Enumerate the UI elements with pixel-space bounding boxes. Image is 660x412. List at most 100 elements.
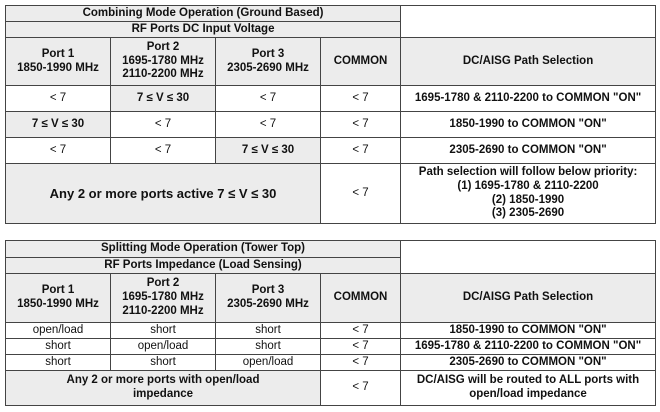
- cell-line: Port 1: [41, 47, 75, 60]
- data-cell: < 7: [319, 163, 402, 224]
- cell-line: 1850-1990 MHz: [17, 298, 99, 310]
- data-cell: < 7: [319, 85, 402, 112]
- data-cell: < 7: [320, 354, 401, 371]
- cell-line: 2305-2690 MHz: [227, 61, 309, 74]
- data-cell: < 7: [215, 111, 321, 138]
- data-cell: < 7: [319, 137, 402, 164]
- cell-line: 7 ≤ V ≤ 30: [31, 117, 85, 130]
- cell-line: Port 3: [251, 47, 285, 60]
- data-cell: 7 ≤ V ≤ 30: [5, 111, 111, 138]
- cell-line: < 7: [154, 117, 172, 130]
- data-cell: open/load: [110, 338, 216, 355]
- data-cell: < 7: [320, 370, 401, 406]
- splitting-table: Splitting Mode Operation (Tower Top) RF P…: [5, 240, 656, 406]
- header-row: Port 1 1850-1990 MHz Port 2 1695-1780 MHz 21…: [5, 273, 656, 323]
- cell-line: < 7: [49, 143, 67, 156]
- cell-line: 2110-2200 MHz: [122, 68, 204, 81]
- cell-line: < 7: [49, 91, 67, 104]
- header-cell: Port 2 1695-1780 MHz 2110-2200 MHz: [110, 273, 216, 323]
- cell-line: open/load impedance: [469, 388, 587, 400]
- cell-line: < 7: [352, 339, 369, 352]
- cell-line: short: [150, 355, 176, 368]
- cell-line: 1850-1990 to COMMON "ON": [449, 117, 607, 130]
- data-row: Any 2 or more ports with open/load impeda…: [5, 370, 656, 406]
- blank-cell: [400, 240, 656, 274]
- title-row: Splitting Mode Operation (Tower Top): [5, 240, 656, 274]
- cell-line: impedance: [132, 388, 194, 400]
- cell-line: open/load: [137, 339, 189, 352]
- data-cell: < 7: [215, 85, 321, 112]
- cell-line: Port 1: [41, 284, 75, 297]
- cell-line: 7 ≤ V ≤ 30: [136, 91, 190, 104]
- subtitle-row: RF Ports DC Input Voltage: [4, 21, 656, 38]
- header-cell: Port 1 1850-1990 MHz: [5, 37, 111, 86]
- data-row: < 7 < 7 7 ≤ V ≤ 30 < 7 2305-2690 to COMMON "…: [5, 137, 657, 164]
- data-row: 7 ≤ V ≤ 30 < 7 < 7 < 7 1850-1990 to COMMON "…: [5, 111, 657, 138]
- data-cell: 1850-1990 to COMMON "ON": [400, 322, 656, 339]
- data-cell: < 7: [320, 338, 401, 355]
- data-row: short short open/load < 7 2305-2690 to COMMO…: [5, 354, 656, 371]
- header-cell: COMMON: [319, 37, 402, 86]
- data-row: open/load short short < 7 1850-1990 to COMMO…: [5, 322, 656, 339]
- cell-line: DC/AISG Path Selection: [462, 54, 594, 67]
- header-cell: COMMON: [320, 273, 401, 323]
- cell-line: < 7: [352, 143, 369, 156]
- cell-line: 2305-2690 MHz: [227, 298, 309, 310]
- data-cell: 1850-1990 to COMMON "ON": [400, 111, 657, 138]
- cell-line: DC/AISG Path Selection: [462, 291, 594, 304]
- data-cell: short: [110, 354, 216, 371]
- cell-line: Port 2: [146, 40, 180, 53]
- cell-line: 1695-1780 MHz: [122, 291, 204, 304]
- cell-line: open/load: [242, 355, 294, 368]
- cell-line: Any 2 or more ports with open/load: [66, 374, 260, 387]
- data-cell: 2305-2690 to COMMON "ON": [400, 354, 656, 371]
- cell-line: 2305-2690 to COMMON "ON": [449, 355, 607, 368]
- header-cell: DC/AISG Path Selection: [400, 37, 657, 86]
- cell-line: COMMON: [333, 291, 388, 304]
- cell-line: short: [45, 355, 71, 368]
- data-cell: short: [5, 354, 111, 371]
- data-cell: short: [215, 322, 321, 339]
- data-cell: open/load: [215, 354, 321, 371]
- cell-line: Path selection will follow below priorit…: [418, 165, 638, 178]
- cell-line: short: [45, 339, 71, 352]
- cell-line: short: [255, 323, 281, 336]
- cell-line: 2305-2690 to COMMON "ON": [449, 143, 607, 156]
- cell-line: Port 2: [146, 277, 180, 290]
- cell-line: (3) 2305-2690: [491, 207, 565, 220]
- header-cell: Port 2 1695-1780 MHz 2110-2200 MHz: [110, 37, 216, 86]
- data-row: Any 2 or more ports active 7 ≤ V ≤ 30 < 7…: [5, 163, 657, 224]
- cell-line: 1695-1780 MHz: [122, 54, 204, 67]
- cell-line: COMMON: [333, 54, 388, 67]
- subtitle-row: RF Ports Impedance (Load Sensing): [5, 257, 656, 274]
- data-cell: < 7: [319, 111, 402, 138]
- cell-line: < 7: [352, 381, 369, 394]
- data-cell: < 7: [5, 137, 111, 164]
- cell-line: (2) 1850-1990: [491, 193, 565, 206]
- header-cell: Port 1 1850-1990 MHz: [5, 273, 111, 323]
- blank-cell: [400, 5, 657, 38]
- header-cell: DC/AISG Path Selection: [400, 273, 656, 323]
- data-cell: short: [110, 322, 216, 339]
- data-cell: < 7: [110, 111, 216, 138]
- data-cell: 2305-2690 to COMMON "ON": [400, 137, 657, 164]
- cell-line: Any 2 or more ports active 7 ≤ V ≤ 30: [49, 185, 277, 201]
- header-cell: Port 3 2305-2690 MHz: [215, 37, 321, 86]
- cell-line: < 7: [259, 91, 277, 104]
- header-cell: Port 3 2305-2690 MHz: [215, 273, 321, 323]
- data-cell: Any 2 or more ports active 7 ≤ V ≤ 30: [5, 163, 321, 224]
- data-cell: 7 ≤ V ≤ 30: [110, 85, 216, 112]
- cell-line: (1) 1695-1780 & 2110-2200: [457, 179, 599, 192]
- cell-line: < 7: [352, 117, 369, 130]
- table-title: Splitting Mode Operation (Tower Top): [5, 240, 401, 258]
- cell-line: 1850-1990 to COMMON "ON": [449, 323, 607, 336]
- cell-line: 1850-1990 MHz: [17, 61, 99, 74]
- data-cell: < 7: [5, 85, 111, 112]
- data-cell: Path selection will follow below priorit…: [400, 163, 657, 224]
- cell-line: < 7: [352, 355, 369, 368]
- cell-line: open/load: [32, 323, 84, 336]
- header-row: Port 1 1850-1990 MHz Port 2 1695-1780 MHz 21…: [5, 37, 657, 86]
- data-cell: < 7: [320, 322, 401, 339]
- cell-line: < 7: [352, 186, 369, 199]
